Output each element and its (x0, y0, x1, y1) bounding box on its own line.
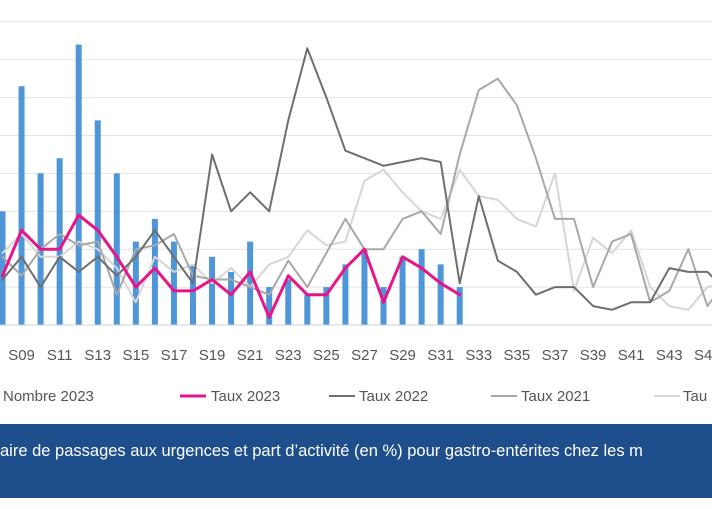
bars-nombre-2023 (0, 44, 463, 325)
bar-nombre-2023 (132, 241, 139, 325)
bar-nombre-2023 (437, 264, 444, 325)
bar-nombre-2023 (170, 241, 177, 325)
x-tick-label: S45 (694, 347, 712, 364)
gridlines (0, 21, 712, 326)
x-tick-label: S25 (313, 347, 340, 364)
x-tick-label: S31 (427, 347, 454, 364)
line-taux-2020 (1, 168, 712, 311)
bar-nombre-2023 (285, 279, 292, 325)
x-tick-label: S19 (199, 347, 226, 364)
caption-text: aire de passages aux urgences et part d’… (0, 442, 643, 460)
legend-label-nombre-2023: Nombre 2023 (3, 388, 94, 405)
x-tick-label: S21 (237, 347, 264, 364)
bar-nombre-2023 (456, 287, 463, 325)
legend: Nombre 2023 Taux 2023 Taux 2022 Taux 202… (3, 388, 707, 405)
bar-nombre-2023 (323, 287, 330, 325)
line-taux-2021 (1, 77, 712, 308)
bar-nombre-2023 (247, 241, 254, 325)
line-taux-2023 (1, 213, 462, 319)
x-tick-label: S35 (503, 347, 530, 364)
x-tick-label: S41 (618, 347, 645, 364)
x-tick-label: S11 (47, 347, 73, 364)
x-tick-labels: S09 S11 S13 S15 S17 S19 S21 S23 S25 S27 S29 S31 S33 S… (8, 347, 712, 364)
bar-nombre-2023 (94, 120, 101, 325)
x-tick-label: S09 (8, 347, 35, 364)
caption-band: aire de passages aux urgences et part d’… (0, 424, 712, 498)
bar-nombre-2023 (228, 271, 235, 325)
x-tick-label: S23 (275, 347, 302, 364)
x-tick-label: S29 (389, 347, 416, 364)
bar-nombre-2023 (418, 249, 425, 325)
bar-nombre-2023 (113, 173, 120, 325)
bar-nombre-2023 (342, 264, 349, 325)
bar-nombre-2023 (56, 158, 63, 325)
x-tick-label: S37 (542, 347, 569, 364)
x-tick-label: S15 (122, 347, 149, 364)
x-tick-label: S13 (84, 347, 111, 364)
legend-label-taux-2022: Taux 2022 (359, 388, 428, 405)
legend-label-taux-2020: Tau (683, 388, 707, 405)
x-tick-label: S27 (351, 347, 378, 364)
x-tick-label: S39 (580, 347, 607, 364)
x-tick-label: S33 (465, 347, 492, 364)
bar-nombre-2023 (75, 44, 82, 325)
chart: S09 S11 S13 S15 S17 S19 S21 S23 S25 S27 S29 S31 S33 S… (0, 21, 712, 405)
legend-label-taux-2023: Taux 2023 (211, 388, 280, 405)
x-tick-label: S17 (161, 347, 188, 364)
bar-nombre-2023 (361, 249, 368, 325)
bar-nombre-2023 (304, 294, 311, 325)
legend-label-taux-2021: Taux 2021 (521, 388, 590, 405)
bar-nombre-2023 (266, 287, 273, 325)
bar-nombre-2023 (380, 287, 387, 325)
bar-nombre-2023 (0, 211, 6, 325)
bar-nombre-2023 (190, 264, 196, 325)
bar-nombre-2023 (18, 86, 25, 325)
bar-nombre-2023 (399, 256, 406, 325)
line-series (1, 47, 712, 319)
bar-nombre-2023 (209, 256, 216, 325)
x-tick-label: S43 (656, 347, 683, 364)
bar-nombre-2023 (151, 218, 158, 325)
